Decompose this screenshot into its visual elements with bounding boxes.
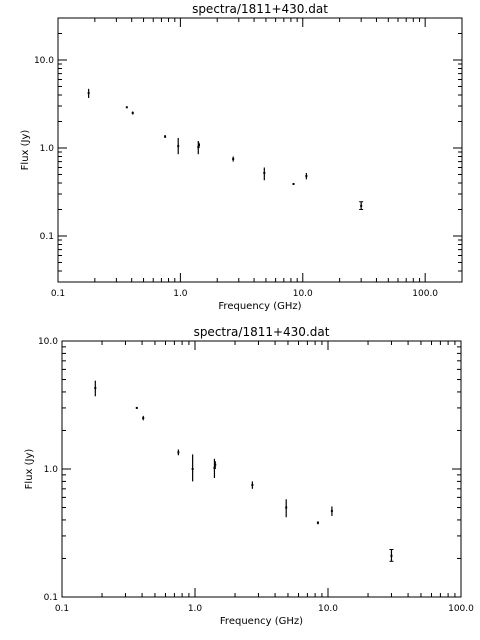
data-point [131,111,134,114]
data-point [177,451,180,454]
data-point [360,204,363,207]
y-tick-label: 1.0 [44,465,59,475]
x-tick-label: 0.1 [55,604,69,614]
x-tick-label: 100.0 [448,604,474,614]
x-tick-label: 0.1 [51,289,65,299]
data-point [251,483,254,486]
y-tick-label: 1.0 [40,144,55,154]
chart-title: spectra/1811+430.dat [192,2,328,16]
data-point [292,182,295,185]
y-tick-label: 10.0 [38,337,58,347]
data-point [164,135,167,138]
data-point [232,157,235,160]
x-tick-label: 1.0 [173,289,188,299]
y-axis-label: Flux (Jy) [20,130,31,171]
data-point [177,145,180,148]
data-point [390,554,393,557]
data-point [263,171,266,174]
x-tick-label: 100.0 [412,289,438,299]
y-tick-label: 0.1 [44,593,58,603]
y-tick-label: 0.1 [40,232,54,242]
data-point [197,146,200,149]
data-point [125,106,128,109]
data-point [135,406,138,409]
data-point [198,144,201,147]
x-tick-label: 10.0 [318,604,338,614]
x-axis-label: Frequency (GHz) [220,616,303,627]
data-point [305,175,308,178]
data-point [285,506,288,509]
chart-bottom: spectra/1811+430.dat Frequency (GHz) Flux … [24,325,474,627]
data-point [213,466,216,469]
chart-top: spectra/1811+430.dat Frequency (GHz) Flux … [20,2,463,312]
plot-frame [61,340,462,598]
data-point [316,521,319,524]
data-point [330,509,333,512]
plot-frame [57,17,463,283]
x-tick-label: 10.0 [293,289,313,299]
data-point [94,386,97,389]
y-tick-label: 10.0 [34,56,54,66]
data-point [214,463,217,466]
chart-title: spectra/1811+430.dat [194,325,330,339]
data-point [142,417,145,420]
data-point [191,468,194,470]
x-tick-label: 1.0 [188,604,203,614]
y-axis-label: Flux (Jy) [24,449,35,490]
data-point [87,92,90,95]
x-axis-label: Frequency (GHz) [218,301,301,312]
